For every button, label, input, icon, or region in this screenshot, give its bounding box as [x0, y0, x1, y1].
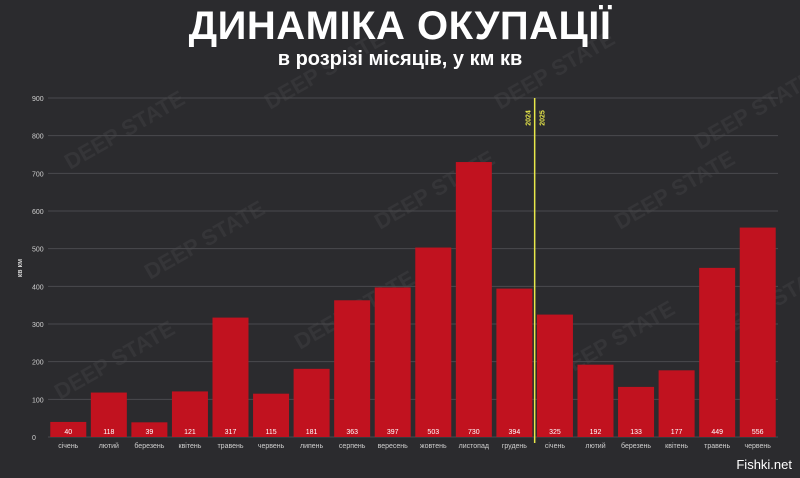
bar	[699, 267, 736, 437]
bar	[253, 393, 290, 437]
bar	[658, 370, 695, 437]
watermark-text: DEEP STATE	[490, 25, 619, 114]
bar	[171, 391, 208, 437]
x-tick-label: лютий	[99, 442, 119, 450]
bar-value-label: 556	[752, 429, 764, 436]
bar	[618, 386, 655, 437]
x-tick-label: вересень	[378, 443, 409, 450]
x-tick-label: травень	[704, 443, 730, 450]
y-tick-label: 200	[32, 360, 44, 367]
watermark-text: DEEP STATE	[60, 85, 189, 174]
bar-value-label: 449	[711, 429, 723, 436]
x-tick-label: лютий	[585, 442, 605, 450]
x-tick-label: липень	[300, 443, 324, 450]
year-label-2024: 2024	[526, 110, 533, 126]
bar-value-label: 730	[468, 429, 480, 436]
x-tick-label: січень	[545, 442, 565, 450]
bar	[739, 227, 776, 437]
credit-label: Fishki.net	[736, 457, 792, 472]
bar-value-label: 115	[265, 429, 276, 436]
y-tick-label: 900	[32, 96, 44, 103]
year-label-2025: 2025	[540, 110, 547, 126]
bar-value-label: 317	[225, 429, 237, 436]
x-tick-label: березень	[621, 442, 651, 450]
y-tick-label: 300	[32, 322, 44, 329]
bar	[90, 392, 127, 437]
bar	[455, 162, 492, 438]
bar-value-label: 325	[549, 429, 561, 436]
bar	[536, 314, 573, 437]
bar-value-label: 397	[387, 429, 399, 436]
bar	[374, 287, 411, 437]
bar-value-label: 133	[630, 429, 642, 436]
bar	[577, 364, 614, 437]
watermark-text: DEEP STATE	[50, 315, 179, 404]
watermark-text: DEEP STATE	[610, 145, 739, 234]
bar-value-label: 118	[103, 429, 114, 436]
bar	[50, 421, 87, 437]
bar-value-label: 177	[671, 429, 683, 436]
x-tick-label: грудень	[502, 443, 527, 450]
y-tick-label: 400	[32, 284, 44, 291]
bar	[334, 300, 371, 437]
x-tick-label: листопад	[459, 443, 489, 450]
bar	[212, 317, 249, 437]
bar	[496, 288, 533, 437]
chart-subtitle: в розрізі місяців, у км кв	[277, 48, 523, 70]
watermark-text: DEEP STATE	[690, 65, 800, 154]
x-tick-label: жовтень	[420, 443, 447, 450]
watermark-text: DEEP STATE	[260, 25, 389, 114]
x-tick-label: травень	[217, 443, 243, 450]
x-tick-label: серпень	[339, 443, 366, 450]
watermark-text: DEEP STATE	[140, 195, 269, 284]
x-tick-label: квітень	[179, 442, 202, 450]
y-tick-label: 700	[32, 171, 44, 178]
y-axis-label: кв км	[17, 259, 24, 277]
x-tick-label: квітень	[665, 442, 688, 450]
y-tick-label: 500	[32, 247, 44, 254]
y-tick-label: 0	[32, 435, 36, 442]
bar-value-label: 394	[509, 429, 521, 436]
y-tick-label: 800	[32, 134, 44, 141]
x-tick-label: червень	[744, 443, 771, 450]
x-tick-label: червень	[258, 443, 285, 450]
bar-value-label: 39	[145, 429, 153, 436]
y-tick-label: 100	[32, 397, 44, 404]
x-tick-label: січень	[58, 442, 78, 450]
bar	[131, 422, 168, 437]
bar	[415, 247, 452, 437]
bar-value-label: 363	[346, 429, 358, 436]
bar-value-label: 121	[184, 429, 196, 436]
bar-value-label: 192	[590, 429, 602, 436]
bar	[293, 368, 330, 437]
bar-value-label: 503	[427, 429, 439, 436]
bar-value-label: 40	[64, 429, 72, 436]
bar-value-label: 181	[306, 429, 318, 436]
y-tick-label: 600	[32, 209, 44, 216]
x-tick-label: березень	[134, 442, 164, 450]
chart-title: ДИНАМІКА ОКУПАЦІЇ	[188, 4, 612, 48]
